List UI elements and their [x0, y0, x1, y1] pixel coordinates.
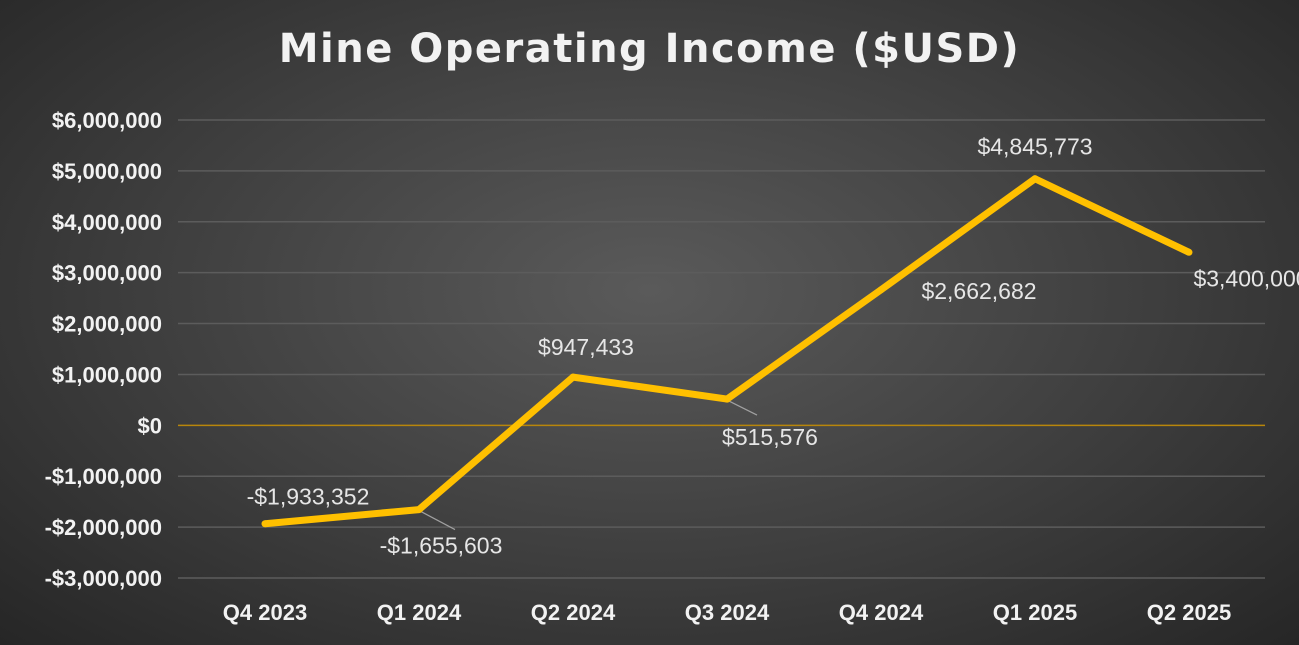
x-axis: Q4 2023 Q1 2024 Q2 2024 Q3 2024 Q4 2024 Q1 20… [223, 600, 1231, 625]
y-tick-label: $6,000,000 [52, 108, 162, 133]
data-point [723, 395, 731, 403]
y-tick-label: $4,000,000 [52, 210, 162, 235]
data-point [877, 286, 885, 294]
data-label: -$1,933,352 [247, 484, 370, 510]
data-point [261, 520, 269, 528]
data-point [569, 373, 577, 381]
y-tick-label: $1,000,000 [52, 362, 162, 387]
leader-lines [420, 400, 758, 531]
series-line [264, 175, 1191, 528]
leader-line [728, 400, 758, 416]
x-tick-label: Q1 2024 [377, 600, 462, 625]
data-point [1031, 175, 1039, 183]
x-tick-label: Q3 2024 [685, 600, 770, 625]
x-tick-label: Q4 2024 [839, 600, 924, 625]
y-tick-label: -$2,000,000 [45, 515, 162, 540]
data-label: $515,576 [722, 424, 818, 450]
y-tick-label: $0 [138, 413, 162, 438]
data-labels: -$1,933,352 -$1,655,603 $947,433 $515,576 $2… [247, 134, 1299, 559]
data-label: $2,662,682 [921, 278, 1036, 304]
y-tick-label: -$3,000,000 [45, 566, 162, 591]
data-label: -$1,655,603 [380, 533, 503, 559]
y-tick-label: $5,000,000 [52, 159, 162, 184]
x-tick-label: Q2 2024 [531, 600, 616, 625]
x-tick-label: Q1 2025 [993, 600, 1077, 625]
series-income [261, 175, 1193, 528]
x-tick-label: Q4 2023 [223, 600, 307, 625]
data-label: $4,845,773 [977, 134, 1092, 160]
data-point [1185, 248, 1193, 256]
y-tick-label: $2,000,000 [52, 312, 162, 337]
y-axis: $6,000,000 $5,000,000 $4,000,000 $3,000,000… [45, 108, 162, 591]
data-label: $947,433 [538, 334, 634, 360]
data-point [415, 506, 423, 514]
x-tick-label: Q2 2025 [1147, 600, 1231, 625]
chart-title: Mine Operating Income ($USD) [278, 26, 1021, 72]
y-tick-label: -$1,000,000 [45, 464, 162, 489]
grid-layer [178, 119, 1265, 579]
leader-line [420, 511, 456, 531]
y-tick-label: $3,000,000 [52, 261, 162, 286]
data-label: $3,400,000 [1193, 265, 1299, 291]
